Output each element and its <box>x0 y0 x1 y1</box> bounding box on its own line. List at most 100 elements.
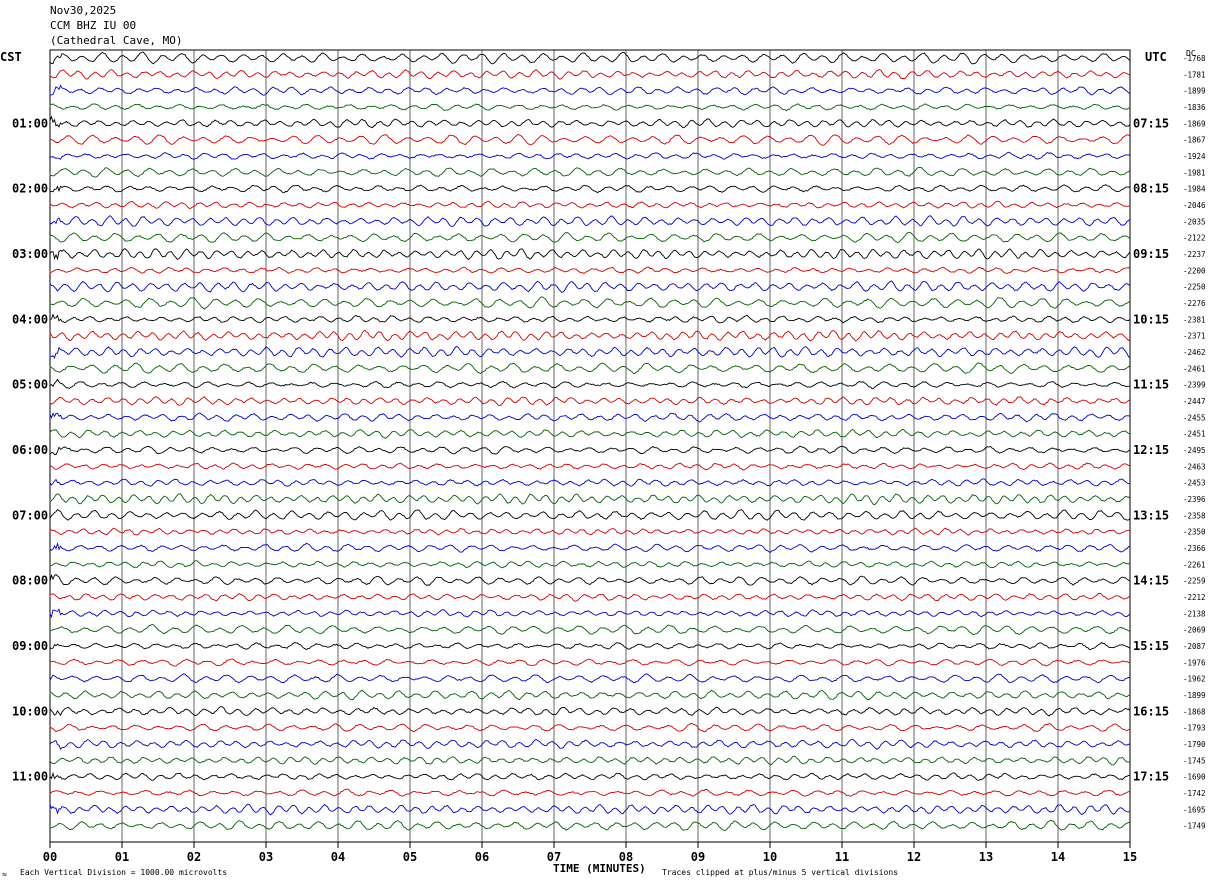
dc-offset-label: -2122 <box>1183 234 1206 243</box>
left-timezone-label: CST <box>0 50 22 64</box>
seismic-trace <box>49 527 1131 536</box>
seismic-trace <box>49 788 1131 797</box>
left-hour-label: 01:00 <box>12 116 48 130</box>
seismic-trace <box>49 493 1131 506</box>
seismic-trace <box>49 266 1131 275</box>
dc-offset-label: -2046 <box>1183 201 1206 210</box>
left-hour-label: 11:00 <box>12 770 48 784</box>
left-hour-label: 08:00 <box>12 574 48 588</box>
seismic-trace <box>49 771 1131 781</box>
x-tick-label: 06 <box>475 850 489 864</box>
seismic-trace <box>49 722 1131 733</box>
seismic-trace <box>49 508 1131 521</box>
seismic-trace <box>49 641 1131 651</box>
seismic-trace <box>49 200 1131 210</box>
dc-offset-label: -2371 <box>1183 332 1206 341</box>
right-hour-label: 08:15 <box>1133 182 1169 196</box>
dc-offset-label: -2350 <box>1183 528 1206 537</box>
seismic-trace <box>49 755 1131 766</box>
x-tick-label: 08 <box>619 850 633 864</box>
dc-offset-label: -1899 <box>1183 87 1206 96</box>
dc-offset-label: -1899 <box>1183 691 1206 700</box>
seismic-trace <box>49 819 1131 832</box>
x-axis-title: TIME (MINUTES) <box>553 862 646 875</box>
dc-offset-label: -1690 <box>1183 773 1206 782</box>
dc-offset-label: -2212 <box>1183 593 1206 602</box>
seismic-trace <box>49 445 1131 456</box>
dc-offset-label: -1962 <box>1183 675 1206 684</box>
dc-offset-label: -2276 <box>1183 299 1206 308</box>
seismic-trace <box>49 296 1131 310</box>
seismic-trace <box>49 541 1131 554</box>
right-hour-label: 11:15 <box>1133 378 1169 392</box>
dc-offset-label: -1781 <box>1183 70 1206 79</box>
seismic-trace <box>49 51 1131 65</box>
dc-offset-label: -1981 <box>1183 168 1206 177</box>
seismic-trace <box>49 560 1131 569</box>
x-tick-label: 09 <box>691 850 705 864</box>
seismic-trace <box>49 329 1131 342</box>
dc-offset-label: -2259 <box>1183 577 1206 586</box>
x-tick-label: 02 <box>187 850 201 864</box>
right-hour-label: 09:15 <box>1133 247 1169 261</box>
right-hour-label: 13:15 <box>1133 508 1169 522</box>
seismic-trace <box>49 658 1131 667</box>
right-hour-label: 14:15 <box>1133 574 1169 588</box>
dc-offset-label: -2455 <box>1183 413 1206 422</box>
x-tick-label: 05 <box>403 850 417 864</box>
seismic-trace <box>49 428 1131 439</box>
seismic-trace <box>49 396 1131 406</box>
x-tick-label: 04 <box>331 850 345 864</box>
dc-offset-label: -2461 <box>1183 364 1206 373</box>
dc-offset-label: -2358 <box>1183 511 1206 520</box>
dc-offset-label: -1869 <box>1183 119 1206 128</box>
seismic-trace <box>49 248 1131 261</box>
corner-mark: ≈ <box>2 870 7 879</box>
dc-offset-label: -1984 <box>1183 185 1206 194</box>
dc-offset-label: -1695 <box>1183 805 1206 814</box>
seismic-trace <box>49 133 1131 146</box>
x-tick-label: 10 <box>763 850 777 864</box>
dc-offset-label: -1742 <box>1183 789 1206 798</box>
seismic-trace <box>49 313 1131 324</box>
dc-offset-label: -2381 <box>1183 315 1206 324</box>
dc-offset-label: -1924 <box>1183 152 1206 161</box>
right-hour-label: 07:15 <box>1133 116 1169 130</box>
left-hour-label: 09:00 <box>12 639 48 653</box>
seismic-trace <box>49 673 1131 684</box>
seismic-trace <box>49 573 1131 586</box>
dc-offset-label: -2138 <box>1183 609 1206 618</box>
dc-offset-label: -1768 <box>1183 54 1206 63</box>
x-tick-label: 07 <box>547 850 561 864</box>
dc-offset-label: -2462 <box>1183 348 1206 357</box>
seismic-trace <box>49 412 1131 423</box>
right-hour-label: 15:15 <box>1133 639 1169 653</box>
dc-offset-header: DC <box>1186 49 1196 58</box>
dc-offset-label: -1836 <box>1183 103 1206 112</box>
dc-offset-label: -2200 <box>1183 266 1206 275</box>
dc-offset-label: -2447 <box>1183 397 1206 406</box>
dc-offset-label: -2087 <box>1183 642 1206 651</box>
x-tick-label: 01 <box>115 850 129 864</box>
seismic-trace <box>49 623 1131 636</box>
seismic-trace <box>49 689 1131 701</box>
right-hour-label: 10:15 <box>1133 312 1169 326</box>
left-hour-label: 02:00 <box>12 182 48 196</box>
seismic-trace <box>49 68 1131 80</box>
seismic-trace <box>49 231 1131 243</box>
scale-note: Each Vertical Division = 1000.00 microvo… <box>20 868 228 877</box>
dc-offset-label: -2495 <box>1183 446 1206 455</box>
seismic-trace <box>49 478 1131 487</box>
seismic-trace <box>49 345 1131 359</box>
clip-note: Traces clipped at plus/minus 5 vertical … <box>662 868 899 877</box>
seismic-trace <box>49 592 1131 602</box>
dc-offset-label: -2250 <box>1183 283 1206 292</box>
header-location: (Cathedral Cave, MO) <box>50 34 183 47</box>
left-hour-label: 05:00 <box>12 378 48 392</box>
seismic-trace <box>49 378 1131 389</box>
x-tick-label: 11 <box>835 850 849 864</box>
seismic-trace <box>49 608 1131 619</box>
seismic-trace <box>49 215 1131 227</box>
seismic-trace <box>49 151 1131 160</box>
